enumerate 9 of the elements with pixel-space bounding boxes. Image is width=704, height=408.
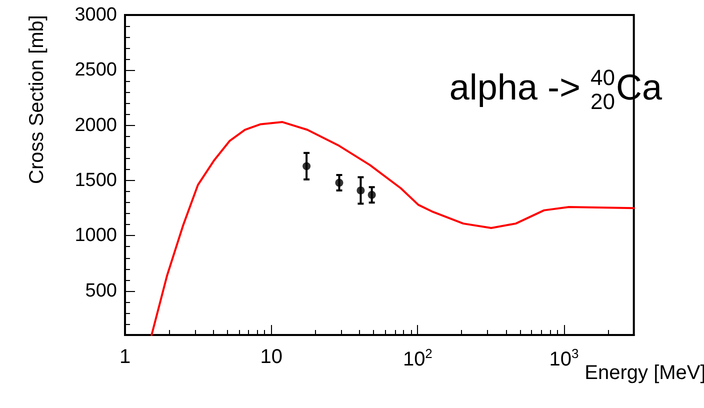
x-tick-label: 10: [260, 346, 282, 368]
y-tick-label: 2000: [74, 114, 117, 136]
y-tick-label: 3000: [74, 4, 117, 26]
y-axis-title: Cross Section [mb]: [26, 15, 48, 184]
x-tick-label: 1: [119, 346, 131, 368]
y-tick-label: 2500: [74, 60, 117, 81]
y-tick-label: 1500: [74, 170, 117, 192]
y-tick-label: 500: [85, 280, 117, 302]
y-tick-label: 1000: [74, 225, 117, 246]
